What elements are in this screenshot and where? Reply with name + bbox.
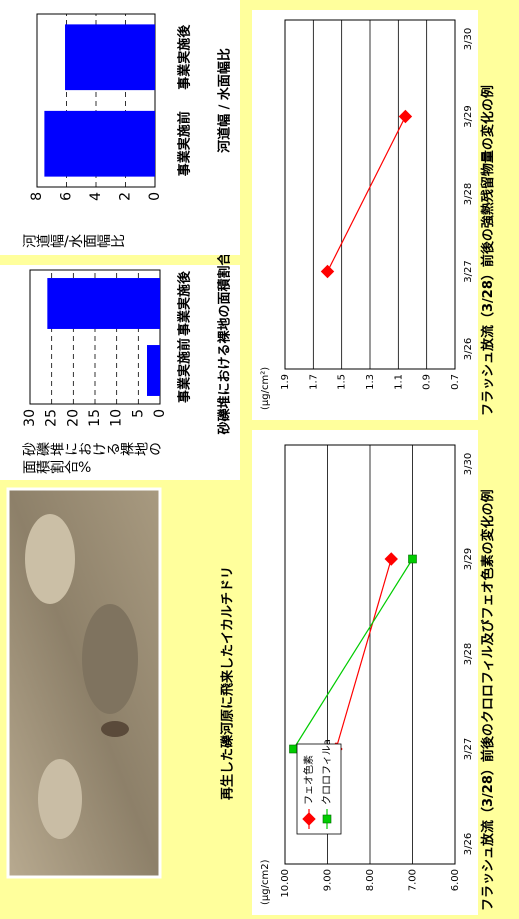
- plot-frame: [284, 444, 456, 865]
- y-tick-label: 15: [87, 409, 103, 427]
- chart-title: フラッシュ放流（3/28）前後の強熱残留物量の変化の例: [481, 85, 496, 416]
- y-tick-label: 30: [22, 409, 38, 427]
- y-tick-label: 25: [44, 409, 60, 427]
- y-axis-label: 河道幅/水面幅比: [22, 234, 125, 250]
- legend-box: [296, 743, 342, 835]
- y-axis-unit: (μg/cm2): [260, 859, 271, 905]
- bar: [47, 278, 160, 329]
- y-tick-label: 8: [29, 192, 45, 201]
- legend-label: クロロフィルa: [321, 739, 333, 805]
- photo-bird: [101, 721, 129, 737]
- point: [289, 744, 298, 754]
- legend-label: フェオ色素: [302, 755, 315, 805]
- photo-stone: [25, 514, 75, 604]
- x-tick-label: 3/27: [463, 260, 474, 282]
- x-tick-label: 3/26: [463, 833, 474, 855]
- x-tick-label: 3/28: [463, 643, 474, 665]
- chart-title-box: フラッシュ放流（3/28）前後のクロロフィル及びフェオ色素の変化の例: [481, 489, 496, 911]
- y-tick-label: 0.9: [422, 374, 433, 390]
- legend-marker: [302, 812, 316, 826]
- y-axis-label-box: 砂礫堆における裸地の面積割合%: [22, 442, 162, 476]
- y-tick-label: 6.00: [450, 869, 461, 891]
- y-tick-label: 5: [130, 409, 146, 418]
- plot-frame: [36, 13, 156, 188]
- y-tick-label: 1.3: [365, 374, 376, 390]
- series-line: [292, 558, 414, 750]
- x-tick-label: 3/26: [463, 338, 474, 360]
- series-line: [326, 116, 406, 272]
- y-axis-unit: (μg/cm²): [260, 367, 271, 410]
- legend-marker: [322, 814, 332, 824]
- y-tick-label: 0: [152, 409, 168, 418]
- chart-title: フラッシュ放流（3/28）前後のクロロフィル及びフェオ色素の変化の例: [481, 489, 496, 911]
- x-tick-label: 3/27: [463, 738, 474, 760]
- chart-title: 河道幅 / 水面幅比: [217, 48, 233, 153]
- x-tick-label: 3/29: [463, 105, 474, 127]
- y-tick-label: 10: [109, 409, 125, 427]
- point: [320, 264, 335, 279]
- plot-frame: [284, 19, 456, 370]
- chart-panel: [252, 10, 478, 420]
- point: [408, 554, 417, 564]
- x-tick-label: 事業実施後: [177, 270, 193, 336]
- bar: [65, 24, 155, 91]
- plot-frame: [29, 269, 161, 405]
- photo-stone: [38, 759, 82, 839]
- y-axis-label: 砂礫堆における裸地の面積割合%: [22, 442, 162, 476]
- y-axis-label-box: 河道幅/水面幅比: [22, 234, 125, 250]
- chart-title: 砂礫堆における裸地の面積割合%: [217, 239, 233, 435]
- x-tick-label: 3/29: [463, 548, 474, 570]
- y-tick-label: 8.00: [365, 869, 376, 891]
- y-tick-label: 20: [65, 409, 81, 427]
- y-tick-label: 4: [88, 192, 104, 201]
- x-tick-label: 事業実施前: [177, 338, 193, 403]
- x-tick-label: 3/30: [463, 453, 474, 475]
- x-tick-label: 事業実施前: [177, 111, 193, 176]
- y-tick-label: 0: [147, 192, 163, 201]
- y-tick-label: 2: [118, 192, 134, 201]
- chart-title-box: フラッシュ放流（3/28）前後の強熱残留物量の変化の例: [481, 85, 496, 416]
- x-tick-label: 事業実施後: [177, 24, 193, 90]
- y-tick-label: 7.00: [408, 869, 419, 891]
- y-tick-label: 0.7: [450, 374, 461, 390]
- x-tick-label: 3/30: [463, 28, 474, 50]
- series-line: [335, 558, 392, 750]
- chart-panel: [252, 430, 478, 915]
- photo-stone: [82, 604, 138, 714]
- y-tick-label: 1.1: [393, 374, 404, 390]
- x-tick-label: 3/28: [463, 183, 474, 205]
- point: [398, 109, 413, 124]
- bar: [147, 345, 160, 396]
- y-tick-label: 1.9: [280, 374, 291, 390]
- y-tick-label: 1.7: [308, 374, 319, 390]
- photo-caption: 再生した礫河原に飛来したイカルチドリ: [220, 566, 236, 800]
- y-tick-label: 6: [59, 192, 75, 201]
- bar: [44, 110, 155, 177]
- y-tick-label: 1.5: [337, 374, 348, 390]
- y-tick-label: 9.00: [323, 869, 334, 891]
- y-tick-label: 10.00: [280, 869, 291, 898]
- point: [384, 552, 398, 566]
